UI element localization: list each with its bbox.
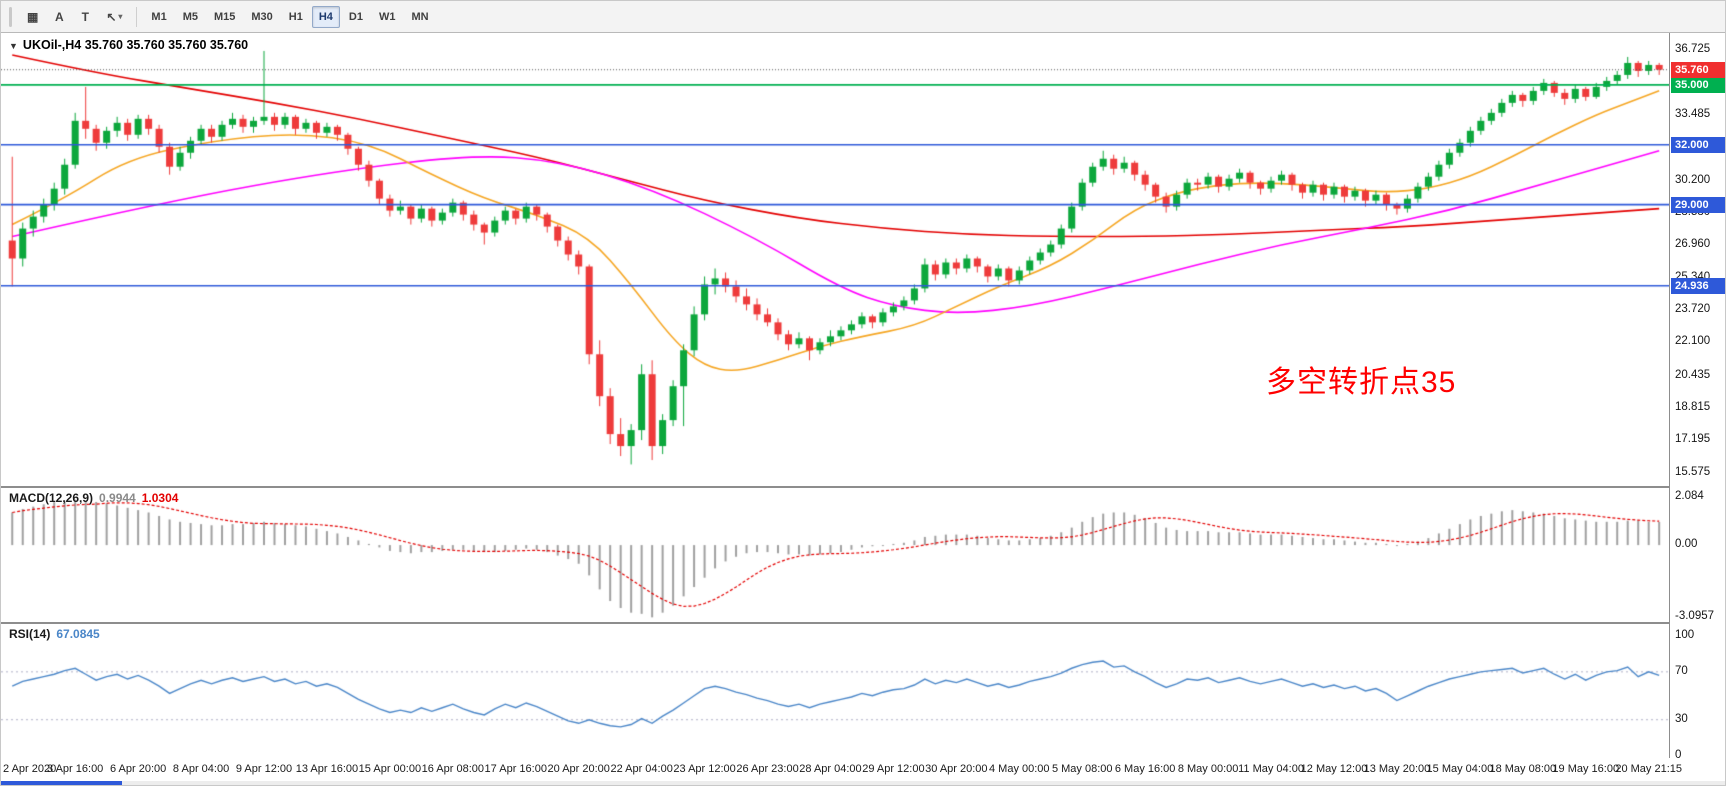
timeframe-w1-button[interactable]: W1 [372,6,403,28]
time-axis-label: 11 May 04:00 [1238,763,1304,775]
chevron-down-icon: ▾ [118,12,123,21]
progress-bar [1,781,122,785]
price-scale-tick: 18.815 [1675,400,1711,413]
price-scale-tick: 22.100 [1675,335,1711,348]
rsi-name: RSI(14) [9,627,51,641]
rsi-scale-tick: 0 [1675,748,1682,761]
collapse-triangle-icon[interactable]: ▼ [9,41,18,51]
time-axis-label: 13 Apr 16:00 [295,763,359,775]
time-axis-label: 18 May 08:00 [1489,763,1557,775]
bid-price-badge: 35.760 [1671,61,1725,78]
panel-divider-macd[interactable] [1,486,1725,488]
rsi-indicator-label: RSI(14) 67.0845 [9,627,106,641]
charts-grid-button[interactable]: ▦ [20,6,45,28]
price-scale-tick: 20.435 [1675,368,1711,381]
toolbar-separator [136,6,138,27]
time-axis-label: 9 Apr 12:00 [235,763,293,775]
panel-divider-rsi[interactable] [1,622,1725,624]
price-scale-tick: 30.200 [1675,173,1711,186]
level-price-badge: 35.000 [1671,76,1725,93]
price-scale-tick: 33.485 [1675,108,1711,121]
time-axis-label: 6 May 16:00 [1114,763,1176,775]
time-axis-label: 15 May 04:00 [1426,763,1494,775]
rsi-value: 67.0845 [56,627,100,641]
timeframe-h1-button[interactable]: H1 [282,6,310,28]
font-label-button[interactable]: A [47,6,71,28]
time-axis-label: 2 Apr 2020 [3,763,57,775]
status-strip [1,781,1725,785]
rsi-panel-canvas[interactable] [1,624,1669,758]
cursor-tools-button[interactable]: ↖ ▾ [99,6,129,28]
price-scale-tick: 23.720 [1675,302,1711,315]
price-scale-tick: 15.575 [1675,465,1711,478]
time-axis-label: 4 May 00:00 [989,763,1050,775]
level-price-badge: 24.936 [1671,277,1725,294]
rsi-scale-tick: 30 [1675,712,1688,725]
macd-panel-canvas[interactable] [1,488,1669,622]
chart-annotation-text[interactable]: 多空转折点35 [1266,366,1457,399]
time-axis-label: 15 Apr 00:00 [358,763,422,775]
time-axis-label: 26 Apr 23:00 [736,763,799,775]
time-axis-label: 8 May 00:00 [1177,763,1239,775]
macd-value-main: 0.9944 [99,491,136,505]
time-axis-label: 13 May 20:00 [1363,763,1431,775]
macd-scale-tick: 2.084 [1675,489,1704,502]
time-axis-label: 28 Apr 04:00 [799,763,862,775]
time-axis-label: 3 Apr 16:00 [47,763,104,775]
macd-scale-tick: 0.00 [1675,538,1698,551]
price-chart-canvas[interactable] [1,33,1669,486]
time-axis-label: 8 Apr 04:00 [172,763,230,775]
macd-scale-tick: -3.0957 [1675,610,1715,623]
timeframe-m5-button[interactable]: M5 [176,6,205,28]
price-scale-tick: 36.725 [1675,43,1711,56]
text-tool-button[interactable]: T [73,6,97,28]
timeframe-d1-button[interactable]: D1 [342,6,370,28]
time-axis-label: 17 Apr 16:00 [484,763,547,775]
price-scale-tick: 26.960 [1675,238,1711,251]
cursor-icon: ↖ [106,9,117,24]
time-axis-label: 23 Apr 12:00 [673,763,736,775]
timeframe-m1-button[interactable]: M1 [144,6,173,28]
ohlc-values: 35.760 35.760 35.760 35.760 [84,38,249,52]
time-axis: 2 Apr 2020 3 Apr 16:00 6 Apr 20:00 8 Apr 04… [1,758,1725,781]
macd-indicator-label: MACD(12,26,9) 0.9944 1.0304 [9,491,184,505]
price-scale-tick: 17.195 [1675,433,1711,446]
rsi-scale-tick: 70 [1675,664,1688,677]
time-axis-label: 12 May 12:00 [1300,763,1368,775]
level-price-badge: 29.000 [1671,196,1725,213]
timeframe-m15-button[interactable]: M15 [207,6,242,28]
macd-value-signal: 1.0304 [141,491,179,505]
time-axis-label: 22 Apr 04:00 [610,763,673,775]
timeframe-m30-button[interactable]: M30 [244,6,279,28]
timeframe-h4-button[interactable]: H4 [311,5,340,28]
rsi-scale-tick: 100 [1675,628,1695,641]
time-axis-label: 16 Apr 08:00 [421,763,485,775]
price-scale[interactable]: 36.72533.48530.20028.58026.96025.34023.7… [1669,33,1725,761]
toolbar-grip[interactable] [9,6,12,27]
time-axis-label: 20 Apr 20:00 [547,763,610,775]
timeframe-mn-button[interactable]: MN [404,6,435,28]
time-axis-label: 29 Apr 12:00 [862,763,925,775]
time-axis-label: 20 May 21:15 [1615,763,1682,775]
time-axis-label: 19 May 16:00 [1552,763,1620,775]
time-axis-label: 30 Apr 20:00 [925,763,988,775]
level-price-badge: 32.000 [1671,136,1725,153]
time-axis-label: 5 May 08:00 [1051,763,1113,775]
time-axis-label: 6 Apr 20:00 [109,763,167,775]
macd-name: MACD(12,26,9) [9,491,94,505]
chart-title: ▼ UKOil-,H4 35.760 35.760 35.760 35.760 [9,38,248,52]
symbol-period-label: UKOil-,H4 [22,38,82,52]
main-toolbar: ▦ A T ↖ ▾ M1 M5 M15 M30 H1 H4 D1 W1 MN [1,1,1725,33]
